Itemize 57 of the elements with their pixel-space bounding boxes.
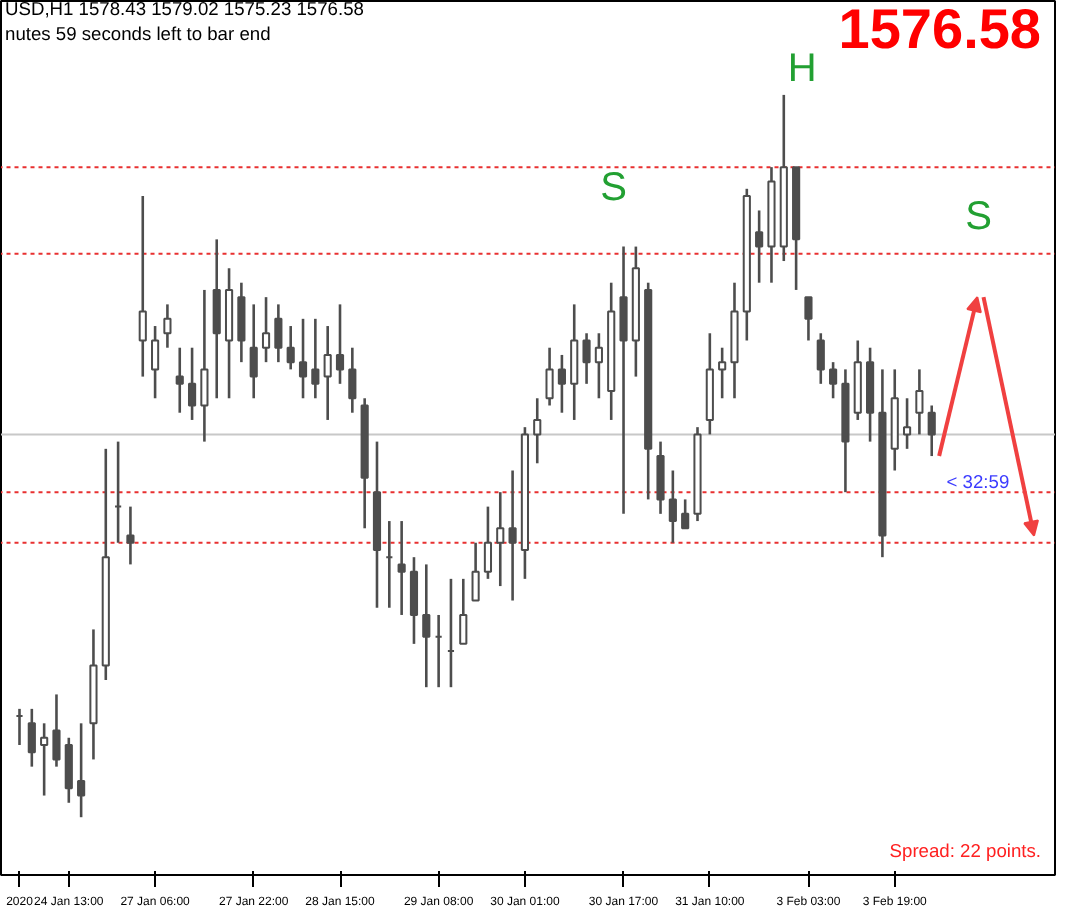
text: nutes 59 seconds left to bar end [5,24,271,45]
candlestick [816,331,825,386]
candlestick [533,396,542,465]
candlestick [594,331,603,400]
candlestick [335,303,345,386]
candlestick [557,353,566,415]
candlestick [175,346,184,415]
candlestick [52,693,61,768]
candlestick [681,498,690,530]
candlestick [298,317,308,400]
candlestick [804,295,813,342]
candlestick [582,331,591,386]
candlestick [200,288,209,443]
candlestick [261,295,271,364]
text: < 32:59 [946,472,1010,493]
candlestick [902,396,912,451]
candlestick [27,707,36,768]
candlestick [927,404,936,458]
text: H [787,47,817,92]
candlestick [471,541,480,602]
candlestick [323,324,332,422]
candlestick [212,238,221,400]
text: S [965,195,992,240]
candlestick [755,209,764,284]
candlestick [40,722,49,797]
candlestick [348,346,357,415]
candlestick [668,469,677,545]
annotation: S [600,166,628,211]
candlestick [496,490,505,588]
text: Spread: 22 points. [889,840,1042,861]
candlestick [409,555,419,646]
candlestick [286,324,295,371]
candlestick [151,324,160,400]
candlestick [126,505,135,566]
candlestick [422,563,431,689]
candlestick [508,469,517,602]
candlestick [163,303,172,350]
text: 1576.58 [838,0,1042,60]
candlestick [237,281,246,364]
candlestick [483,505,493,581]
candlestick [187,346,197,422]
candlestick [915,368,924,436]
candlestick [545,346,554,407]
candlestick [64,736,73,805]
candlestick [249,303,258,400]
candlestick [274,303,283,364]
candlestick [77,722,86,819]
candlestick [138,194,147,378]
candlestick [619,245,628,516]
candlestick [718,346,727,400]
candlestick [311,317,320,400]
candlestick [570,303,579,422]
candlestick [397,519,406,617]
candlestick [656,440,665,516]
text: USD,H1 1578.43 1579.02 1575.23 1576.58 [5,0,364,20]
candlestick [459,577,468,646]
candlestick [829,360,838,400]
